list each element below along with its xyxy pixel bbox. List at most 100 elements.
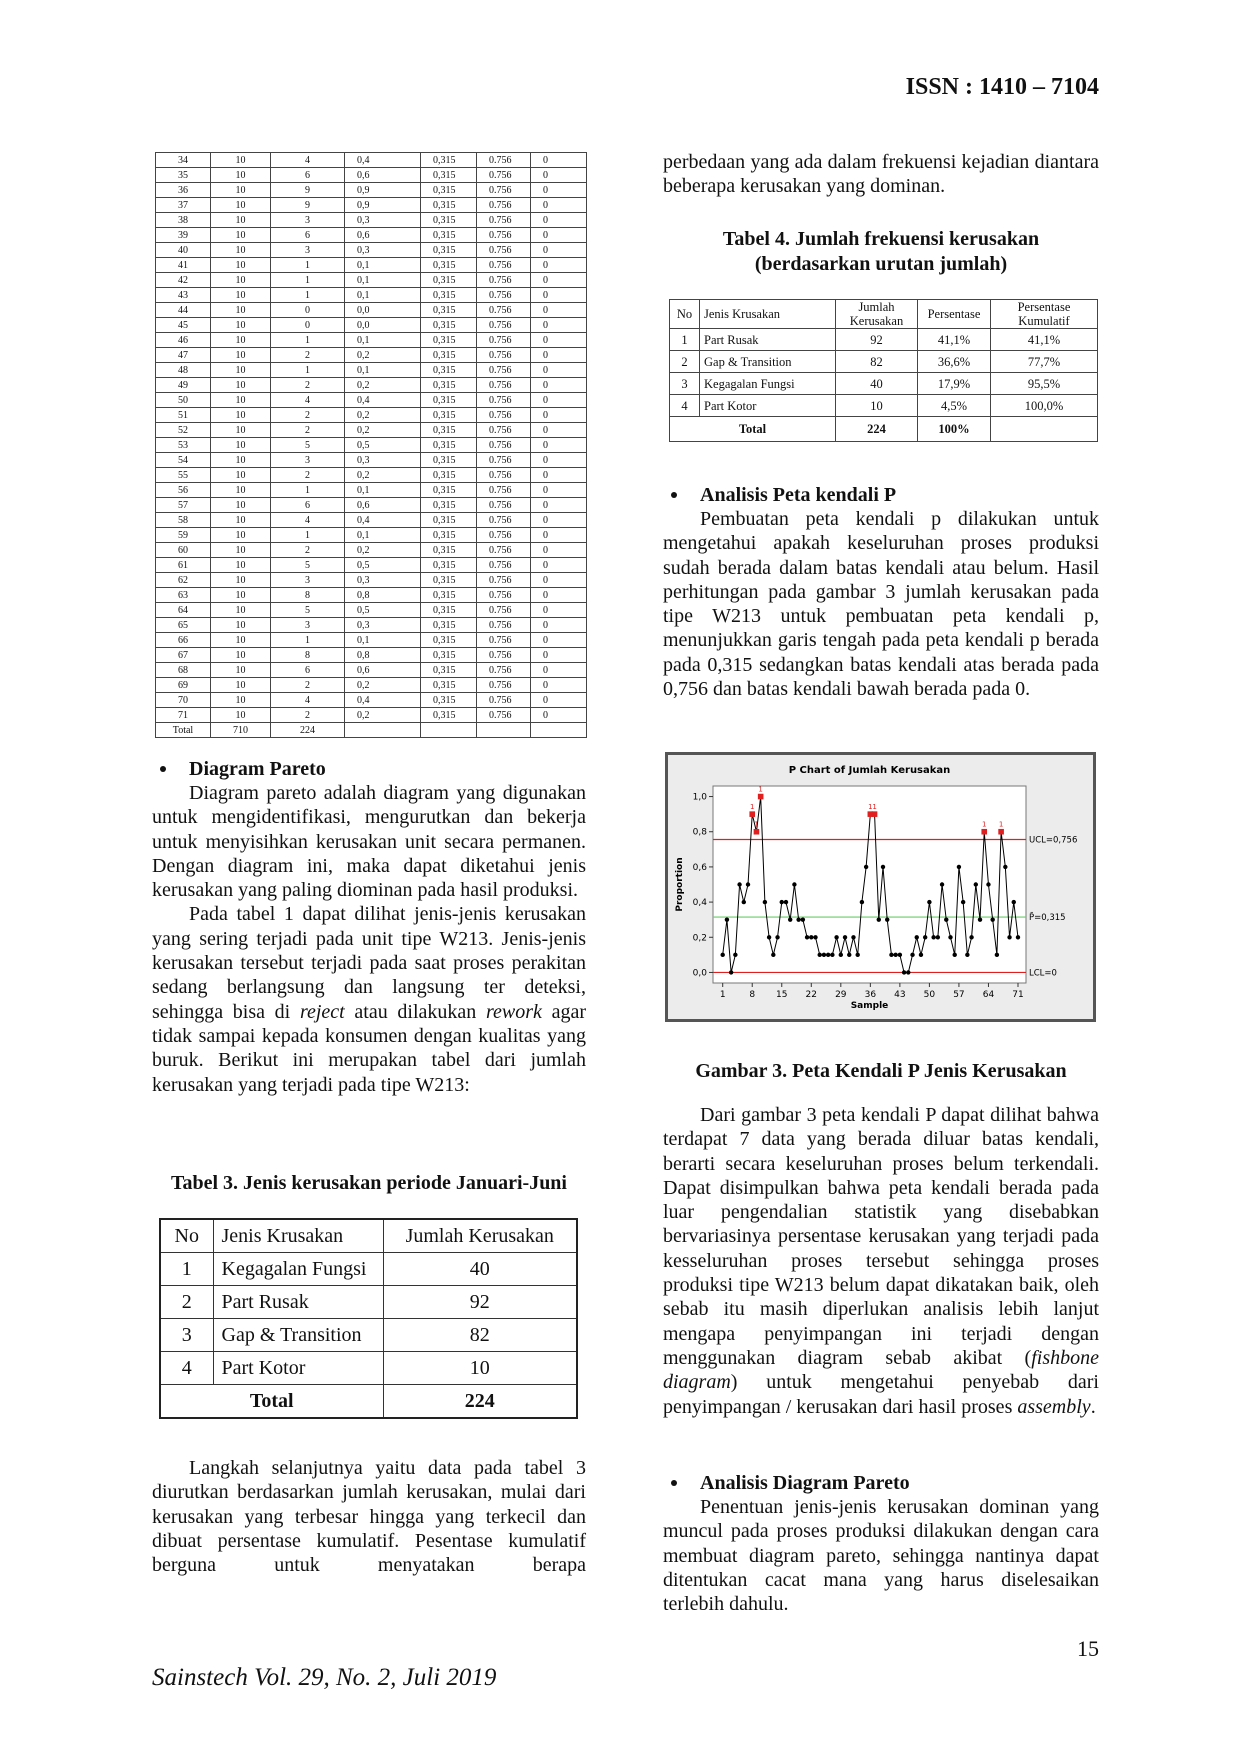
table-cell: 1 bbox=[270, 527, 345, 543]
point bbox=[762, 899, 768, 905]
point bbox=[800, 917, 806, 922]
table: No Jenis Krusakan Jumlah Kerusakan Persenta… bbox=[669, 299, 1098, 442]
table-cell: 4 bbox=[270, 392, 345, 408]
table-cell: 48 bbox=[155, 362, 211, 378]
x-tick-label: 57 bbox=[953, 990, 964, 1000]
text-block: Diagram pareto adalah diagram yang digun… bbox=[152, 781, 586, 1097]
table-cell: 0.756 bbox=[476, 197, 531, 213]
paragraph: Pembuatan peta kendali p dilakukan untuk… bbox=[663, 508, 1099, 701]
table-cell: 0,6 bbox=[344, 167, 421, 183]
point-out-of-control bbox=[753, 828, 760, 835]
table-cell: 8 bbox=[270, 587, 345, 603]
table-cell: 58 bbox=[155, 512, 211, 528]
table-row: 43 10 1 0,1 0,315 0.756 0 bbox=[155, 287, 587, 303]
text: reject bbox=[299, 1000, 345, 1023]
paragraph: Pada tabel 1 dapat dilihat jenis-jenis k… bbox=[152, 902, 586, 1096]
table-cell: 40 bbox=[155, 242, 211, 258]
table-cell: 4 bbox=[270, 152, 345, 168]
text: agar tidak sampai kepada konsumen dengan… bbox=[152, 1000, 586, 1096]
x-tick-label: 8 bbox=[749, 990, 755, 1000]
y-tick-label: 0,0 bbox=[693, 968, 708, 978]
table-cell: 0,315 bbox=[420, 227, 477, 243]
table-cell: 0.756 bbox=[476, 572, 531, 588]
table-row: 63 10 8 0,8 0,315 0.756 0 bbox=[155, 587, 587, 603]
table-row: 62 10 3 0,3 0,315 0.756 0 bbox=[155, 572, 587, 588]
table-cell: 0 bbox=[530, 467, 587, 483]
table-cell: 0.756 bbox=[476, 617, 531, 633]
table-cell: 45 bbox=[155, 317, 211, 333]
point-out-of-control bbox=[871, 811, 878, 817]
point bbox=[956, 864, 962, 870]
table-cell: 0,315 bbox=[420, 422, 477, 438]
table-cell: 40 bbox=[382, 1252, 578, 1286]
x-tick-label: 22 bbox=[806, 990, 817, 1000]
table-cell: 3 bbox=[270, 212, 345, 228]
table-cell: 10 bbox=[210, 347, 271, 363]
table-cell: 0 bbox=[530, 527, 587, 543]
point bbox=[1011, 899, 1016, 905]
table-row: 50 10 4 0,4 0,315 0.756 0 bbox=[155, 392, 587, 408]
table-cell: 0,315 bbox=[420, 512, 477, 528]
table-cell: 3 bbox=[270, 242, 345, 258]
table-row: 69 10 2 0,2 0,315 0.756 0 bbox=[155, 677, 587, 693]
x-tick-label: 15 bbox=[776, 990, 787, 1000]
point bbox=[766, 935, 772, 940]
point bbox=[792, 882, 797, 887]
table-cell: Part Rusak bbox=[699, 328, 836, 351]
table-cell: 0.756 bbox=[476, 662, 531, 678]
point bbox=[914, 935, 919, 940]
bullet bbox=[671, 1480, 677, 1486]
table-cell: 92 bbox=[382, 1285, 578, 1319]
point bbox=[838, 952, 844, 958]
table-cell: 0,315 bbox=[420, 452, 477, 468]
table-cell: 0 bbox=[530, 317, 587, 333]
table-cell: 0 bbox=[530, 437, 587, 453]
table-cell: 34 bbox=[155, 152, 211, 168]
table-cell: 44 bbox=[155, 302, 211, 318]
paragraph: perbedaan yang ada dalam frekuensi kejad… bbox=[663, 151, 1099, 198]
table-cell: 0,9 bbox=[344, 197, 421, 213]
point bbox=[960, 899, 966, 905]
table-cell: 10 bbox=[210, 182, 271, 198]
text: ) untuk mengetahui penyebab dari penyimp… bbox=[663, 1371, 1099, 1418]
table-cell: 47 bbox=[155, 347, 211, 363]
control-label: P̄=0,315 bbox=[1029, 911, 1066, 923]
table-cell: 10 bbox=[210, 542, 271, 558]
table-cell: 0.756 bbox=[476, 152, 531, 168]
table-cell: 41,1% bbox=[917, 328, 991, 351]
table-cell: 0 bbox=[530, 347, 587, 363]
table-row: 66 10 1 0,1 0,315 0.756 0 bbox=[155, 632, 587, 648]
table-cell: 0,315 bbox=[420, 392, 477, 408]
point bbox=[918, 952, 924, 958]
table-cell: 10 bbox=[835, 394, 918, 417]
table-cell: 1 bbox=[270, 332, 345, 348]
table-cell: 0.756 bbox=[476, 707, 531, 723]
point bbox=[948, 935, 953, 940]
table-cell: 1 bbox=[270, 257, 345, 273]
table-cell: 70 bbox=[155, 692, 211, 708]
point bbox=[952, 952, 957, 958]
table-cell: 0,315 bbox=[420, 317, 477, 333]
table-cell: 10 bbox=[210, 197, 271, 213]
table-cell: 38 bbox=[155, 212, 211, 228]
table-cell: 0,315 bbox=[420, 647, 477, 663]
control-label: LCL=0 bbox=[1029, 968, 1057, 978]
table-cell: 0,2 bbox=[344, 407, 421, 423]
table-cell: 100,0% bbox=[990, 394, 1098, 417]
table-cell: 0,315 bbox=[420, 542, 477, 558]
table-cell: 9 bbox=[270, 197, 345, 213]
table-row: 1 Part Rusak 92 41,1% 41,1% bbox=[669, 328, 1098, 351]
table-cell: 5 bbox=[270, 437, 345, 453]
table-cell: 1 bbox=[270, 287, 345, 303]
table-cell: 0.756 bbox=[476, 602, 531, 618]
table-cell: 2 bbox=[270, 542, 345, 558]
table-cell: 17,9% bbox=[917, 372, 991, 395]
table-cell: 43 bbox=[155, 287, 211, 303]
header-cell: Jenis Krusakan bbox=[699, 299, 836, 329]
table-cell: 0 bbox=[530, 287, 587, 303]
y-tick-label: 0,4 bbox=[693, 898, 708, 908]
heading: Analisis Diagram Pareto bbox=[700, 1472, 910, 1494]
table-cell: 3 bbox=[270, 617, 345, 633]
table-cell: 68 bbox=[155, 662, 211, 678]
table-cell: 2 bbox=[270, 377, 345, 393]
